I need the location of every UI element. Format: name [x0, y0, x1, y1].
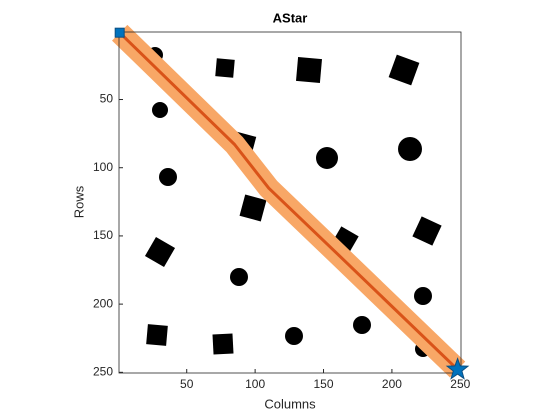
chart-title: AStar — [273, 10, 308, 25]
x-axis-label: Columns — [264, 396, 316, 411]
obstacle — [212, 333, 234, 355]
y-tick-label: 50 — [100, 92, 114, 106]
obstacle — [285, 327, 303, 345]
x-tick-label: 200 — [382, 377, 402, 391]
goal-marker — [445, 357, 470, 380]
obstacle — [398, 137, 422, 161]
y-tick-label: 150 — [93, 228, 113, 242]
obstacle — [353, 316, 371, 334]
path-line — [118, 31, 459, 371]
x-tick-label: 250 — [450, 377, 470, 391]
obstacle — [215, 58, 235, 78]
x-tick-label: 50 — [180, 377, 194, 391]
x-tick-label: 150 — [314, 377, 334, 391]
obstacle — [414, 287, 432, 305]
obstacle — [316, 147, 338, 169]
start-marker — [114, 27, 125, 38]
plot-layer — [112, 24, 466, 378]
axes-box — [118, 31, 462, 374]
obstacle — [159, 168, 177, 186]
obstacle — [152, 102, 168, 118]
obstacle — [239, 194, 267, 222]
obstacle — [295, 56, 323, 84]
x-tick-label: 100 — [245, 377, 265, 391]
obstacle — [388, 54, 420, 86]
y-tick-label: 200 — [93, 296, 113, 310]
obstacles — [144, 47, 442, 357]
obstacle — [146, 324, 168, 346]
obstacle — [412, 216, 442, 246]
y-tick-label: 100 — [93, 160, 113, 174]
y-axis-label: Rows — [71, 185, 86, 218]
y-tick-label: 250 — [93, 364, 113, 378]
obstacle — [230, 268, 248, 286]
obstacle — [144, 236, 176, 268]
